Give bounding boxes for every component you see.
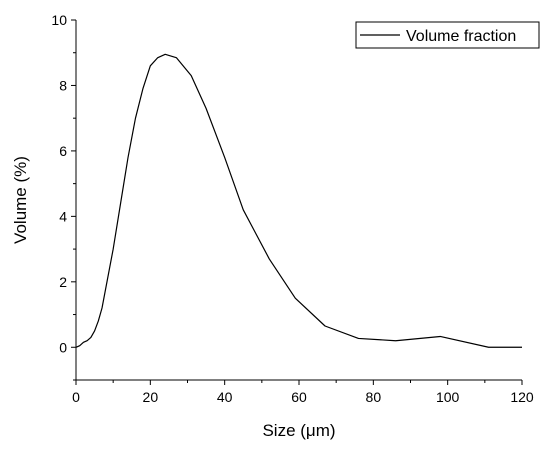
data-point [395,340,397,342]
data-point [176,57,178,59]
series-layer [75,53,523,348]
data-point [75,346,77,348]
data-point [142,88,144,90]
data-point [242,209,244,211]
y-tick-label: 4 [59,208,67,224]
x-tick-label: 40 [217,389,233,405]
data-point [105,288,107,290]
y-tick-label: 2 [59,274,67,290]
data-point [83,342,85,344]
data-point [358,338,360,340]
data-point [94,330,96,332]
data-point [98,320,100,322]
x-axis-title: Size (μm) [262,421,335,440]
y-tick-label: 6 [59,143,67,159]
legend: Volume fraction [355,21,540,49]
x-tick-label: 0 [72,389,80,405]
data-point [79,345,81,347]
series-line [75,53,522,348]
x-tick-label: 60 [291,389,307,405]
x-tick-label: 20 [143,389,159,405]
x-tick-label: 80 [366,389,382,405]
data-point [268,258,270,260]
data-point [150,65,152,67]
y-tick-label: 0 [59,339,67,355]
data-point [224,157,226,159]
data-point [488,346,490,348]
y-axis: 0 2 4 6 8 10 [51,12,77,381]
y-tick-label: 8 [59,77,67,93]
data-point [120,202,122,204]
data-point [324,325,326,327]
data-point [127,157,129,159]
data-point [294,297,296,299]
y-axis-title: Volume (%) [11,156,30,244]
data-point [205,108,207,110]
data-point [521,346,523,348]
y-tick-label: 10 [51,12,67,28]
data-point [135,117,137,119]
data-point [190,75,192,77]
x-axis: 0 20 40 60 80 100 120 [72,379,534,405]
data-point [90,337,92,339]
x-tick-label: 100 [436,389,460,405]
data-point [157,57,159,59]
data-point [101,307,103,309]
data-point [112,248,114,250]
legend-label: Volume fraction [406,28,516,45]
data-point [439,336,441,338]
data-point [164,54,166,56]
x-tick-label: 120 [510,389,534,405]
data-point [86,340,88,342]
